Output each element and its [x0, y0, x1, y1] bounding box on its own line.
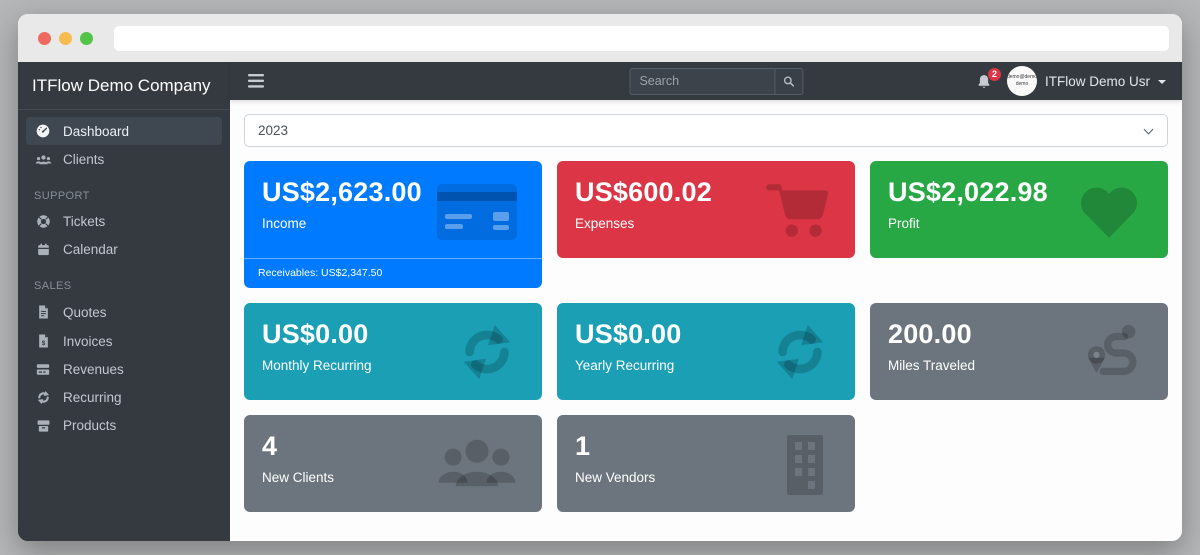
year-select[interactable]: 2023: [244, 114, 1168, 147]
search-button[interactable]: [774, 67, 804, 95]
browser-window: ITFlow Demo Company Dashboard Clients SU…: [18, 14, 1182, 541]
notifications-button[interactable]: 2: [976, 67, 1001, 90]
credit-card-icon: [436, 183, 518, 241]
sidebar-item-invoices[interactable]: $ Invoices: [26, 327, 222, 355]
sidebar-item-quotes[interactable]: Quotes: [26, 298, 222, 326]
sidebar-item-tickets[interactable]: Tickets: [26, 208, 222, 235]
profit-card[interactable]: US$2,022.98 Profit: [870, 161, 1168, 258]
chevron-down-icon: [1158, 80, 1166, 84]
sidebar-nav: Dashboard Clients SUPPORT Tickets: [18, 110, 230, 446]
new-vendors-card[interactable]: 1 New Vendors: [557, 415, 855, 512]
profit-label: Profit: [888, 215, 920, 231]
sidebar-item-label: Invoices: [63, 333, 113, 349]
svg-text:$: $: [41, 340, 45, 347]
sidebar-item-label: Calendar: [63, 242, 118, 257]
route-icon: [1082, 321, 1144, 383]
window-minimize-button[interactable]: [59, 31, 72, 45]
sidebar-item-label: Clients: [63, 152, 105, 167]
year-select-value: 2023: [258, 123, 289, 138]
life-ring-icon: [34, 214, 52, 229]
file-quote-icon: [34, 304, 52, 320]
company-brand[interactable]: ITFlow Demo Company: [18, 62, 230, 110]
sidebar-item-label: Revenues: [63, 362, 124, 377]
navbar-right: 2 demo@demo demo ITFlow Demo Usr: [976, 66, 1166, 96]
browser-chrome: [18, 14, 1182, 62]
sidebar-item-dashboard[interactable]: Dashboard: [26, 117, 222, 145]
chevron-down-icon: [1143, 124, 1154, 134]
sidebar-section-support: SUPPORT: [34, 190, 90, 202]
menu-toggle-button[interactable]: [248, 74, 264, 88]
sync-icon: [34, 390, 52, 405]
box-icon: [34, 419, 52, 433]
user-avatar: demo@demo demo: [1006, 66, 1037, 96]
yearly-recurring-label: Yearly Recurring: [575, 357, 675, 373]
expenses-value: US$600.02: [575, 177, 712, 207]
new-clients-value: 4: [262, 431, 278, 461]
sidebar-item-recurring[interactable]: Recurring: [26, 384, 222, 411]
main-panel: 2 demo@demo demo ITFlow Demo Usr 2023: [230, 62, 1182, 541]
users-icon: [34, 154, 52, 166]
stat-card-grid: US$2,623.00 Income Receivables: US$2,347…: [244, 161, 1168, 512]
building-icon: [779, 433, 831, 495]
heart-icon: [1074, 178, 1144, 242]
sync-icon: [769, 321, 831, 383]
app-frame: ITFlow Demo Company Dashboard Clients SU…: [18, 62, 1182, 541]
hamburger-icon: [248, 74, 264, 88]
sidebar-item-calendar[interactable]: Calendar: [26, 236, 222, 263]
user-menu[interactable]: demo@demo demo ITFlow Demo Usr: [1006, 66, 1166, 96]
new-vendors-value: 1: [575, 431, 591, 461]
expenses-card[interactable]: US$600.02 Expenses: [557, 161, 855, 258]
sync-icon: [456, 321, 518, 383]
income-card[interactable]: US$2,623.00 Income Receivables: US$2,347…: [244, 161, 542, 288]
sidebar: ITFlow Demo Company Dashboard Clients SU…: [18, 62, 230, 541]
monthly-recurring-label: Monthly Recurring: [262, 357, 372, 373]
new-clients-card[interactable]: 4 New Clients: [244, 415, 542, 512]
new-vendors-label: New Vendors: [575, 469, 656, 485]
window-close-button[interactable]: [38, 31, 51, 45]
sidebar-item-label: Recurring: [63, 390, 122, 405]
sidebar-item-label: Tickets: [63, 214, 106, 229]
avatar-text: demo: [1015, 81, 1029, 87]
cash-register-icon: [34, 363, 52, 376]
sidebar-item-label: Products: [63, 418, 117, 433]
income-value: US$2,623.00: [262, 177, 422, 207]
sidebar-item-products[interactable]: Products: [26, 412, 222, 439]
income-label: Income: [262, 215, 307, 231]
shopping-cart-icon: [765, 179, 831, 241]
address-bar[interactable]: [114, 25, 1169, 51]
profit-value: US$2,022.98: [888, 177, 1048, 207]
sidebar-item-label: Quotes: [63, 304, 107, 320]
search-group: [629, 67, 804, 95]
top-navbar: 2 demo@demo demo ITFlow Demo Usr: [230, 62, 1182, 100]
miles-traveled-card[interactable]: 200.00 Miles Traveled: [870, 303, 1168, 400]
tachometer-icon: [34, 123, 52, 139]
notification-badge: 2: [987, 67, 1001, 81]
calendar-icon: [34, 242, 52, 257]
sidebar-item-clients[interactable]: Clients: [26, 146, 222, 173]
dashboard-content: 2023 US$2,623.00 Income Receivable: [230, 100, 1182, 541]
users-icon: [436, 436, 518, 492]
expenses-label: Expenses: [575, 215, 635, 231]
search-icon: [783, 75, 795, 87]
avatar-text: demo@demo: [1006, 74, 1037, 80]
miles-traveled-label: Miles Traveled: [888, 357, 976, 373]
window-maximize-button[interactable]: [80, 31, 93, 45]
yearly-recurring-value: US$0.00: [575, 319, 682, 349]
sidebar-section-sales: SALES: [34, 280, 72, 292]
yearly-recurring-card[interactable]: US$0.00 Yearly Recurring: [557, 303, 855, 400]
file-invoice-dollar-icon: $: [34, 333, 52, 349]
sidebar-item-revenues[interactable]: Revenues: [26, 356, 222, 383]
income-receivables: Receivables: US$2,347.50: [244, 258, 542, 288]
bell-icon: [978, 74, 990, 88]
miles-traveled-value: 200.00: [888, 319, 972, 349]
new-clients-label: New Clients: [262, 469, 335, 485]
monthly-recurring-card[interactable]: US$0.00 Monthly Recurring: [244, 303, 542, 400]
user-name: ITFlow Demo Usr: [1044, 73, 1150, 89]
monthly-recurring-value: US$0.00: [262, 319, 369, 349]
sidebar-item-label: Dashboard: [63, 123, 130, 139]
search-input[interactable]: [629, 67, 775, 95]
